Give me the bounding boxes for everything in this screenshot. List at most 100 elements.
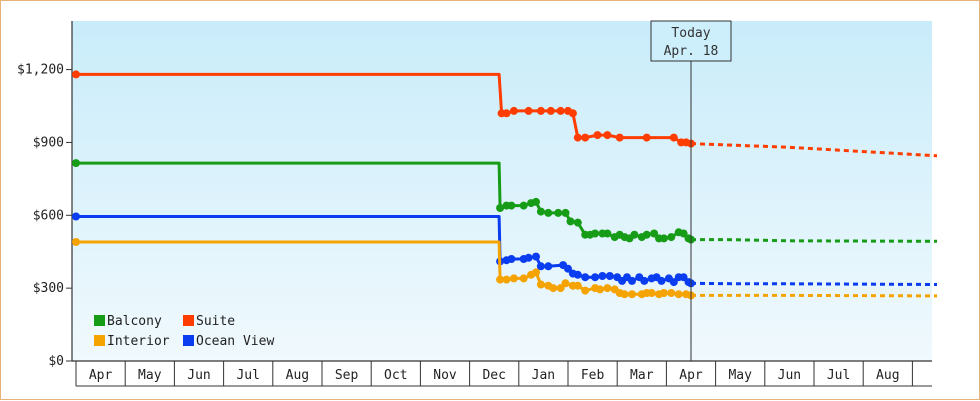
- data-point: [659, 289, 668, 297]
- data-point: [669, 278, 678, 287]
- data-point: [566, 217, 575, 226]
- data-point: [598, 272, 607, 280]
- data-point: [509, 274, 518, 283]
- data-point: [669, 133, 678, 142]
- data-point: [496, 204, 505, 212]
- data-point: [640, 276, 649, 285]
- data-point: [561, 208, 570, 217]
- data-point: [524, 106, 533, 115]
- data-point: [546, 106, 555, 115]
- legend: Balcony Suite Interior Ocean View: [94, 314, 274, 349]
- data-point: [647, 289, 656, 297]
- forecast-line: [691, 238, 938, 243]
- data-point: [679, 229, 688, 238]
- data-point: [556, 106, 565, 115]
- y-tick-label: $300: [33, 281, 64, 296]
- data-point: [532, 197, 540, 206]
- data-point: [573, 218, 582, 227]
- x-tick-label: Dec: [482, 368, 505, 383]
- x-tick-label: Sep: [335, 368, 359, 383]
- data-point: [564, 264, 572, 273]
- today-marker: Today Apr. 18: [650, 20, 732, 361]
- data-point: [650, 229, 659, 238]
- x-tick-label: Feb: [581, 368, 605, 383]
- legend-swatch: [183, 335, 194, 346]
- x-tick-label: Jul: [827, 368, 850, 383]
- legend-swatch: [94, 315, 105, 326]
- x-tick-label: Jul: [236, 368, 259, 383]
- data-point: [596, 285, 604, 294]
- legend-swatch: [183, 315, 194, 326]
- y-tick-label: $1,200: [17, 63, 64, 78]
- x-tick-label: Aug: [286, 368, 309, 383]
- data-point: [507, 255, 516, 263]
- plot-background: [72, 21, 932, 361]
- y-tick-label: $600: [33, 208, 64, 223]
- x-tick-label: Apr: [89, 368, 113, 383]
- today-box: [650, 20, 732, 62]
- x-tick-label: Mar: [630, 368, 654, 383]
- data-point: [536, 262, 545, 271]
- x-axis: Apr May Jun Jul Aug Sep Oct Nov Dec Jan Feb Mar Apr M…: [72, 360, 932, 387]
- data-point: [573, 133, 582, 142]
- x-tick-label: Apr: [679, 368, 703, 383]
- x-tick-label: Nov: [433, 368, 457, 383]
- data-point: [603, 229, 612, 238]
- data-point: [72, 238, 80, 246]
- data-point: [554, 208, 563, 217]
- data-point: [573, 281, 582, 290]
- data-point: [628, 290, 636, 299]
- data-point: [549, 284, 558, 293]
- x-tick-label: Jun: [778, 368, 801, 383]
- legend-label: Suite: [196, 314, 235, 329]
- data-point: [502, 109, 511, 118]
- y-axis: $0 $300 $600 $900 $1,200: [17, 21, 73, 369]
- data-point: [603, 284, 612, 293]
- data-point: [568, 109, 577, 118]
- y-tick-label: $900: [33, 135, 64, 150]
- data-point: [532, 252, 540, 261]
- today-date-label: Apr. 18: [664, 44, 719, 59]
- data-point: [615, 133, 624, 142]
- legend-swatch: [94, 335, 105, 346]
- data-point: [581, 286, 590, 295]
- legend-label: Interior: [107, 334, 170, 349]
- data-point: [674, 290, 683, 299]
- data-point: [509, 106, 518, 115]
- data-point: [536, 106, 545, 115]
- data-point: [630, 230, 639, 239]
- data-point: [591, 273, 600, 282]
- data-point: [591, 229, 600, 238]
- data-point: [603, 131, 612, 140]
- x-tick-label: May: [728, 368, 752, 383]
- legend-label: Ocean View: [196, 334, 274, 349]
- today-label: Today: [671, 26, 710, 41]
- x-tick-label: Jun: [187, 368, 210, 383]
- data-point: [628, 276, 636, 285]
- data-point: [519, 201, 528, 210]
- x-tick-label: May: [138, 368, 162, 383]
- data-point: [561, 279, 570, 288]
- x-tick-label: Jan: [532, 368, 555, 383]
- data-point: [507, 201, 516, 210]
- data-point: [544, 208, 553, 217]
- data-point: [657, 276, 666, 285]
- data-point: [72, 212, 80, 221]
- data-point: [642, 133, 651, 142]
- data-point: [556, 284, 565, 293]
- data-point: [573, 270, 582, 279]
- data-point: [524, 253, 533, 262]
- data-point: [502, 275, 511, 284]
- data-point: [519, 274, 528, 283]
- data-point: [593, 131, 602, 140]
- y-tick-label: $0: [48, 354, 64, 369]
- data-point: [679, 273, 688, 282]
- data-point: [642, 230, 651, 239]
- data-point: [659, 234, 668, 243]
- legend-label: Balcony: [107, 314, 162, 329]
- data-point: [620, 290, 629, 299]
- data-point: [532, 268, 540, 277]
- data-point: [581, 273, 590, 282]
